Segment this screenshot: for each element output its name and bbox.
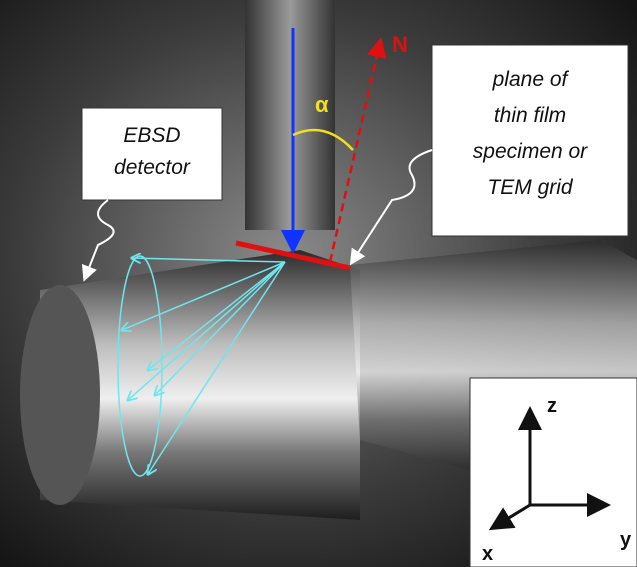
normal-label: N [392, 32, 408, 57]
axis-label: z [547, 395, 557, 417]
annotated-photo: EBSD detector plane of thin film specime… [0, 0, 637, 567]
label-line: TEM grid [487, 176, 574, 199]
label-line: specimen or [473, 140, 588, 163]
label-line: plane of [492, 68, 570, 91]
label-line: detector [114, 156, 191, 179]
axis-label: x [482, 543, 493, 565]
label-line: thin film [494, 104, 566, 127]
angle-label: α [315, 92, 329, 117]
label-line: EBSD [123, 124, 180, 147]
axis-label: y [620, 529, 632, 551]
axes-inset: z y x [470, 378, 637, 567]
